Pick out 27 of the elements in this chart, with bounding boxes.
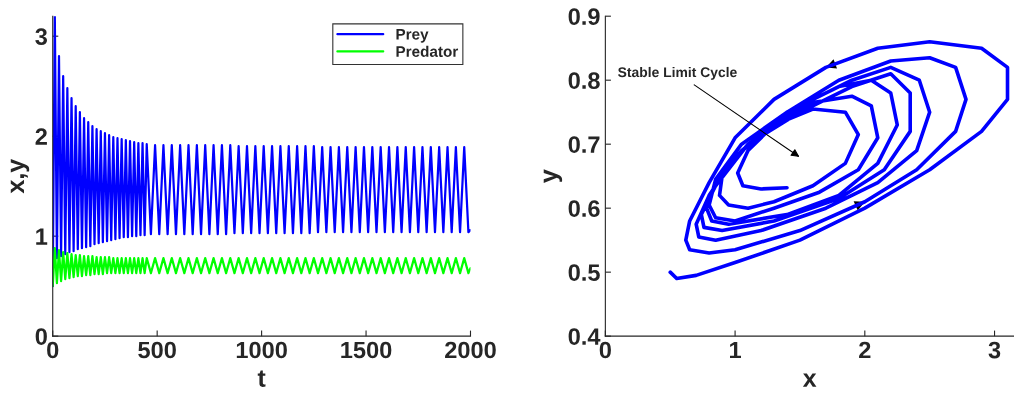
x-tick-label: 1500 — [341, 341, 392, 359]
x-tick-label: 2000 — [445, 341, 496, 359]
x-tick-label: 3 — [988, 341, 1001, 359]
y-tick-label: 0.4 — [568, 328, 601, 345]
x-tick-label: 2 — [859, 341, 871, 359]
y-tick-label: 2 — [35, 128, 47, 145]
y-tick-label: 3 — [35, 28, 48, 46]
legend-label: Predator — [396, 45, 459, 57]
x-tick-label: 1 — [730, 341, 741, 359]
x-tick-label: 0 — [599, 341, 611, 359]
y-tick-label: 0.9 — [568, 8, 600, 25]
annotation: Stable Limit Cycle — [618, 66, 737, 80]
line-series — [52, 247, 471, 288]
y-tick-label: 0.8 — [568, 72, 600, 89]
y-tick-label: 0.7 — [568, 136, 600, 153]
x-tick-label: 1000 — [236, 341, 287, 359]
y-tick-label: 1 — [36, 228, 48, 245]
x-axis-title: t — [257, 370, 266, 387]
x-axis-title: x — [802, 373, 817, 387]
legend-label: Prey — [396, 28, 429, 43]
y-axis-title: x,y — [10, 158, 30, 194]
x-tick-label: 500 — [138, 341, 176, 359]
y-tick-label: 0.5 — [568, 264, 600, 281]
x-tick-label: 0 — [47, 341, 59, 359]
y-tick-label: 0 — [35, 328, 47, 345]
y-axis-title: y — [543, 169, 563, 183]
y-tick-label: 0.6 — [568, 200, 600, 217]
